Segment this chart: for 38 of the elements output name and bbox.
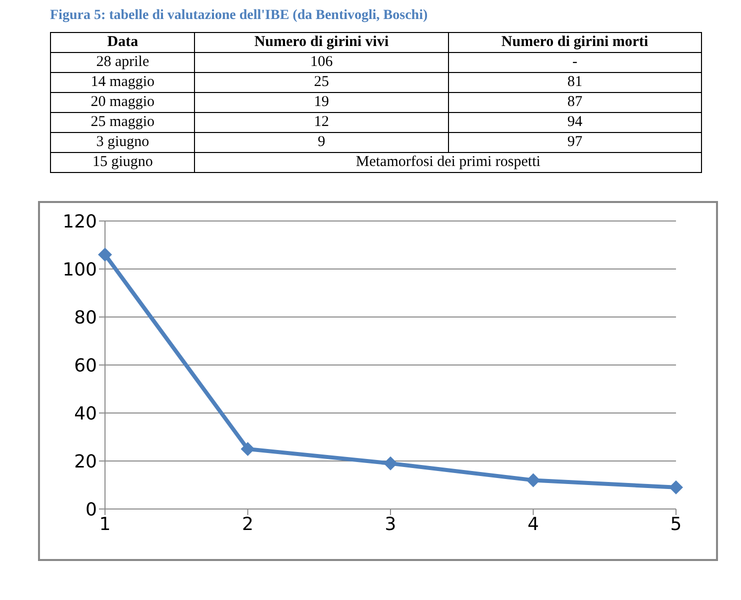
category-label: 3 giugno [96, 134, 150, 150]
y-tick-label: 100 [62, 259, 97, 280]
point [240, 442, 255, 456]
y-tick-label: 120 [62, 211, 97, 232]
point [98, 248, 112, 262]
y-tick-label: 80 [74, 307, 97, 328]
text: Metamorfosi dei primi rospetti [356, 154, 540, 170]
y-tick-label: 20 [74, 451, 97, 472]
category-label: Data [50, 32, 195, 52]
point [384, 456, 398, 470]
x-tick-label: 5 [670, 514, 682, 535]
category-label: Numero di girini morti [448, 32, 702, 52]
text: 12 [314, 114, 329, 130]
text: Figura 5: tabelle di valutazione dell'IBE (da Bentivogli, Boschi) [50, 8, 429, 24]
point [526, 473, 540, 488]
text: 106 [310, 54, 333, 70]
text: 19 [314, 94, 329, 110]
text: 97 [567, 134, 582, 150]
text: 87 [567, 94, 582, 110]
y-tick-label: 0 [86, 499, 97, 520]
x-tick-label: 4 [528, 514, 539, 535]
text: 94 [567, 114, 582, 130]
x-tick-label: 3 [384, 514, 396, 535]
text: 25 [314, 74, 329, 90]
category-label: 25 maggio [90, 114, 155, 130]
y-tick-label: 60 [74, 355, 97, 376]
text: 9 [318, 134, 326, 150]
x-tick-label: 2 [242, 514, 254, 535]
category-label: Numero di girini vivi [194, 32, 448, 52]
point [669, 480, 683, 494]
text: - [572, 54, 578, 70]
y-tick-label: 40 [74, 403, 97, 424]
category-label: 20 maggio [90, 94, 155, 110]
category-label: 14 maggio [90, 74, 155, 90]
category-label: 28 aprile [96, 54, 150, 70]
category-label: 15 giugno [92, 154, 153, 170]
text: 81 [567, 74, 582, 90]
x-tick-label: 1 [99, 514, 111, 535]
